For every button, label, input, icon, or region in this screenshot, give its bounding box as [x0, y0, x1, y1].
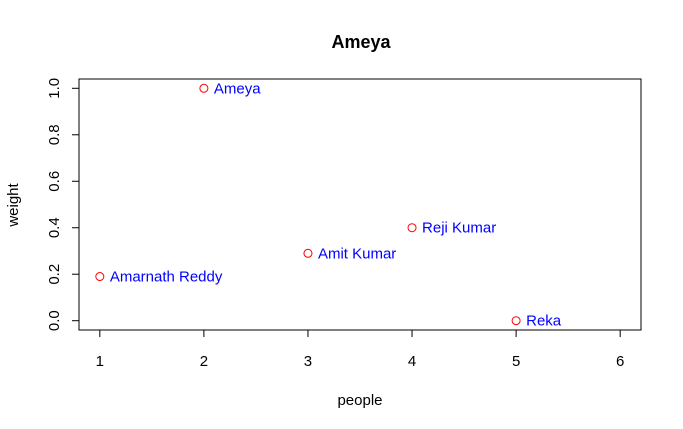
y-tick-label: 1.0 [46, 78, 63, 99]
y-tick-label: 0.8 [46, 124, 63, 145]
data-point-labels: Amarnath Reddy Ameya Amit Kumar Reji Kumar R… [110, 80, 562, 329]
x-tick-label: 2 [200, 353, 208, 370]
x-tick-label: 3 [304, 353, 312, 370]
y-tick-label: 0.6 [46, 171, 63, 192]
scatter-point [511, 316, 521, 326]
scatter-point [407, 223, 417, 233]
point-label: Amarnath Reddy [110, 269, 223, 286]
x-tick-label: 6 [616, 353, 624, 370]
point-label: Ameya [214, 80, 261, 97]
y-tick-label: 0.2 [46, 264, 63, 285]
y-tick-label: 0.4 [46, 217, 63, 238]
point-label: Amit Kumar [318, 245, 396, 262]
y-tick-label: 0.0 [46, 310, 63, 331]
x-tick-label: 4 [408, 353, 416, 370]
y-axis: 0.0 0.2 0.4 0.6 0.8 1.0 [46, 78, 80, 331]
x-axis-label: people [337, 392, 382, 409]
scatter-point [199, 83, 209, 93]
chart-title: Ameya [331, 32, 391, 52]
point-label: Reji Kumar [422, 220, 496, 237]
x-tick-label: 1 [96, 353, 104, 370]
data-points [95, 83, 521, 326]
x-tick-label: 5 [512, 353, 520, 370]
point-label: Reka [526, 313, 562, 330]
plot-frame [78, 78, 642, 331]
y-axis-label: weight [5, 182, 22, 227]
scatter-point [303, 248, 313, 258]
scatter-point [95, 272, 105, 282]
x-axis: 1 2 3 4 5 6 [96, 329, 624, 370]
